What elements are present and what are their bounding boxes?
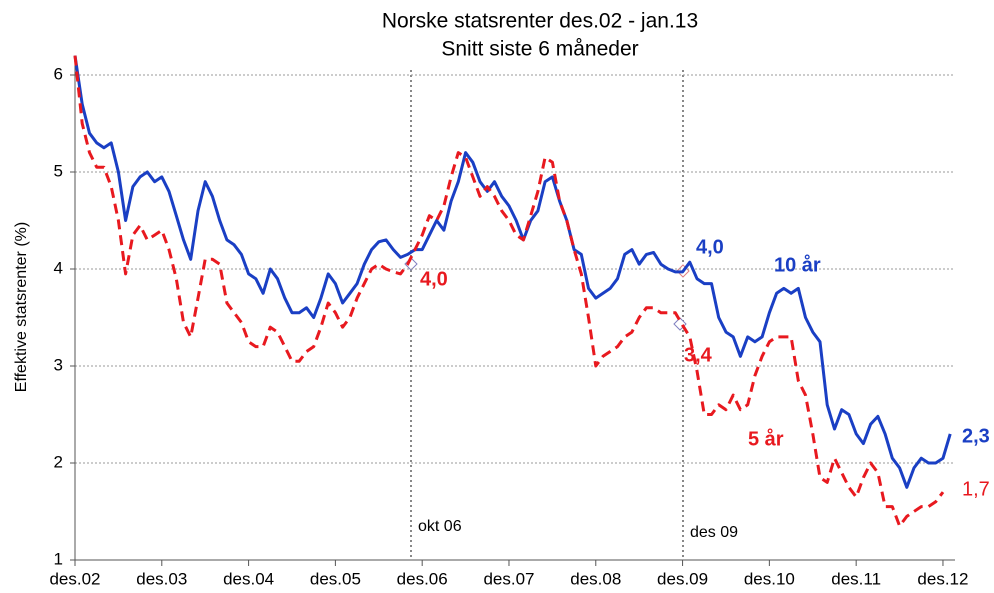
y-tick-label: 4 xyxy=(54,258,63,277)
x-tick-label: des.08 xyxy=(570,569,621,588)
annotation: 10 år xyxy=(774,253,821,276)
y-tick-label: 3 xyxy=(54,355,63,374)
x-tick-label: des.11 xyxy=(831,569,881,588)
annotation: 4,0 xyxy=(420,268,448,290)
y-tick-label: 5 xyxy=(54,161,63,180)
x-tick-label: des.10 xyxy=(744,569,795,588)
x-tick-label: des.06 xyxy=(397,569,448,588)
y-axis-title: Effektive statsrenter (%) xyxy=(13,222,30,392)
annotation: 3,4 xyxy=(684,344,713,366)
series-line xyxy=(73,55,952,489)
annotation: 4,0 xyxy=(696,236,724,258)
x-tick-label: des.03 xyxy=(136,569,187,588)
x-tick-label: des.05 xyxy=(310,569,361,588)
x-tick-label: des.07 xyxy=(483,569,534,588)
x-tick-label: des.12 xyxy=(917,569,968,588)
annotation: 2,3 xyxy=(962,425,990,447)
series-line xyxy=(73,55,945,528)
annotation: 5 år xyxy=(748,427,784,450)
annotation: des 09 xyxy=(690,524,738,541)
annotation: okt 06 xyxy=(418,518,462,535)
y-tick-label: 2 xyxy=(54,452,63,471)
y-tick-label: 1 xyxy=(54,549,63,568)
chart-title: Norske statsrenter des.02 - jan.13 xyxy=(382,10,698,33)
y-tick-label: 6 xyxy=(54,64,63,83)
x-tick-label: des.04 xyxy=(223,569,274,588)
chart-subtitle: Snitt siste 6 måneder xyxy=(441,38,638,61)
annotation: 1,7 xyxy=(962,478,990,500)
x-tick-label: des.09 xyxy=(657,569,708,588)
x-tick-label: des.02 xyxy=(49,569,100,588)
